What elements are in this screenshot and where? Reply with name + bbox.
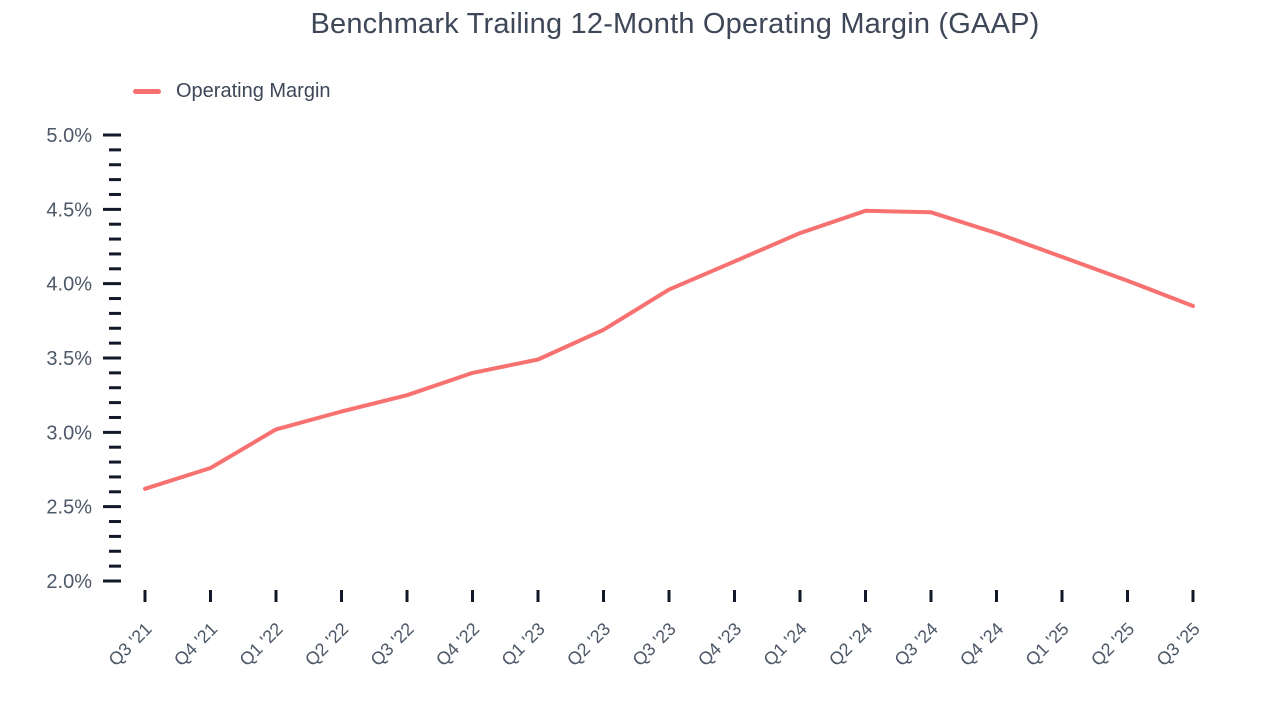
x-axis-label: Q3 '23 [629, 619, 680, 670]
legend-line-swatch [133, 88, 161, 94]
y-axis-label: 2.0% [46, 571, 92, 593]
y-axis-label: 5.0% [46, 125, 92, 147]
legend-series-label: Operating Margin [176, 79, 331, 102]
x-axis-label: Q3 '21 [105, 619, 156, 670]
x-axis-label: Q1 '25 [1022, 619, 1073, 670]
x-axis-label: Q3 '25 [1153, 619, 1204, 670]
x-axis-label: Q3 '22 [367, 619, 418, 670]
x-axis-label: Q4 '21 [170, 619, 221, 670]
x-axis-label: Q1 '22 [236, 619, 287, 670]
x-axis-label: Q1 '24 [760, 619, 811, 670]
x-axis-label: Q4 '22 [432, 619, 483, 670]
x-axis-label: Q2 '24 [825, 619, 876, 670]
x-axis-label: Q2 '25 [1087, 619, 1138, 670]
y-axis-label: 2.5% [46, 497, 92, 519]
y-axis-label: 3.5% [46, 348, 92, 370]
x-axis-label: Q4 '23 [694, 619, 745, 670]
x-axis-label: Q2 '22 [301, 619, 352, 670]
y-axis-label: 4.0% [46, 274, 92, 296]
chart-legend[interactable]: Operating Margin [133, 80, 331, 102]
x-axis-label: Q1 '23 [498, 619, 549, 670]
y-axis-label: 4.5% [46, 199, 92, 221]
x-axis-label: Q4 '24 [956, 619, 1007, 670]
x-axis-label: Q2 '23 [563, 619, 614, 670]
y-axis-label: 3.0% [46, 422, 92, 444]
chart-title: Benchmark Trailing 12-Month Operating Ma… [310, 8, 1040, 40]
series-line-operating-margin [143, 208, 1195, 491]
x-axis-label: Q3 '24 [891, 619, 942, 670]
